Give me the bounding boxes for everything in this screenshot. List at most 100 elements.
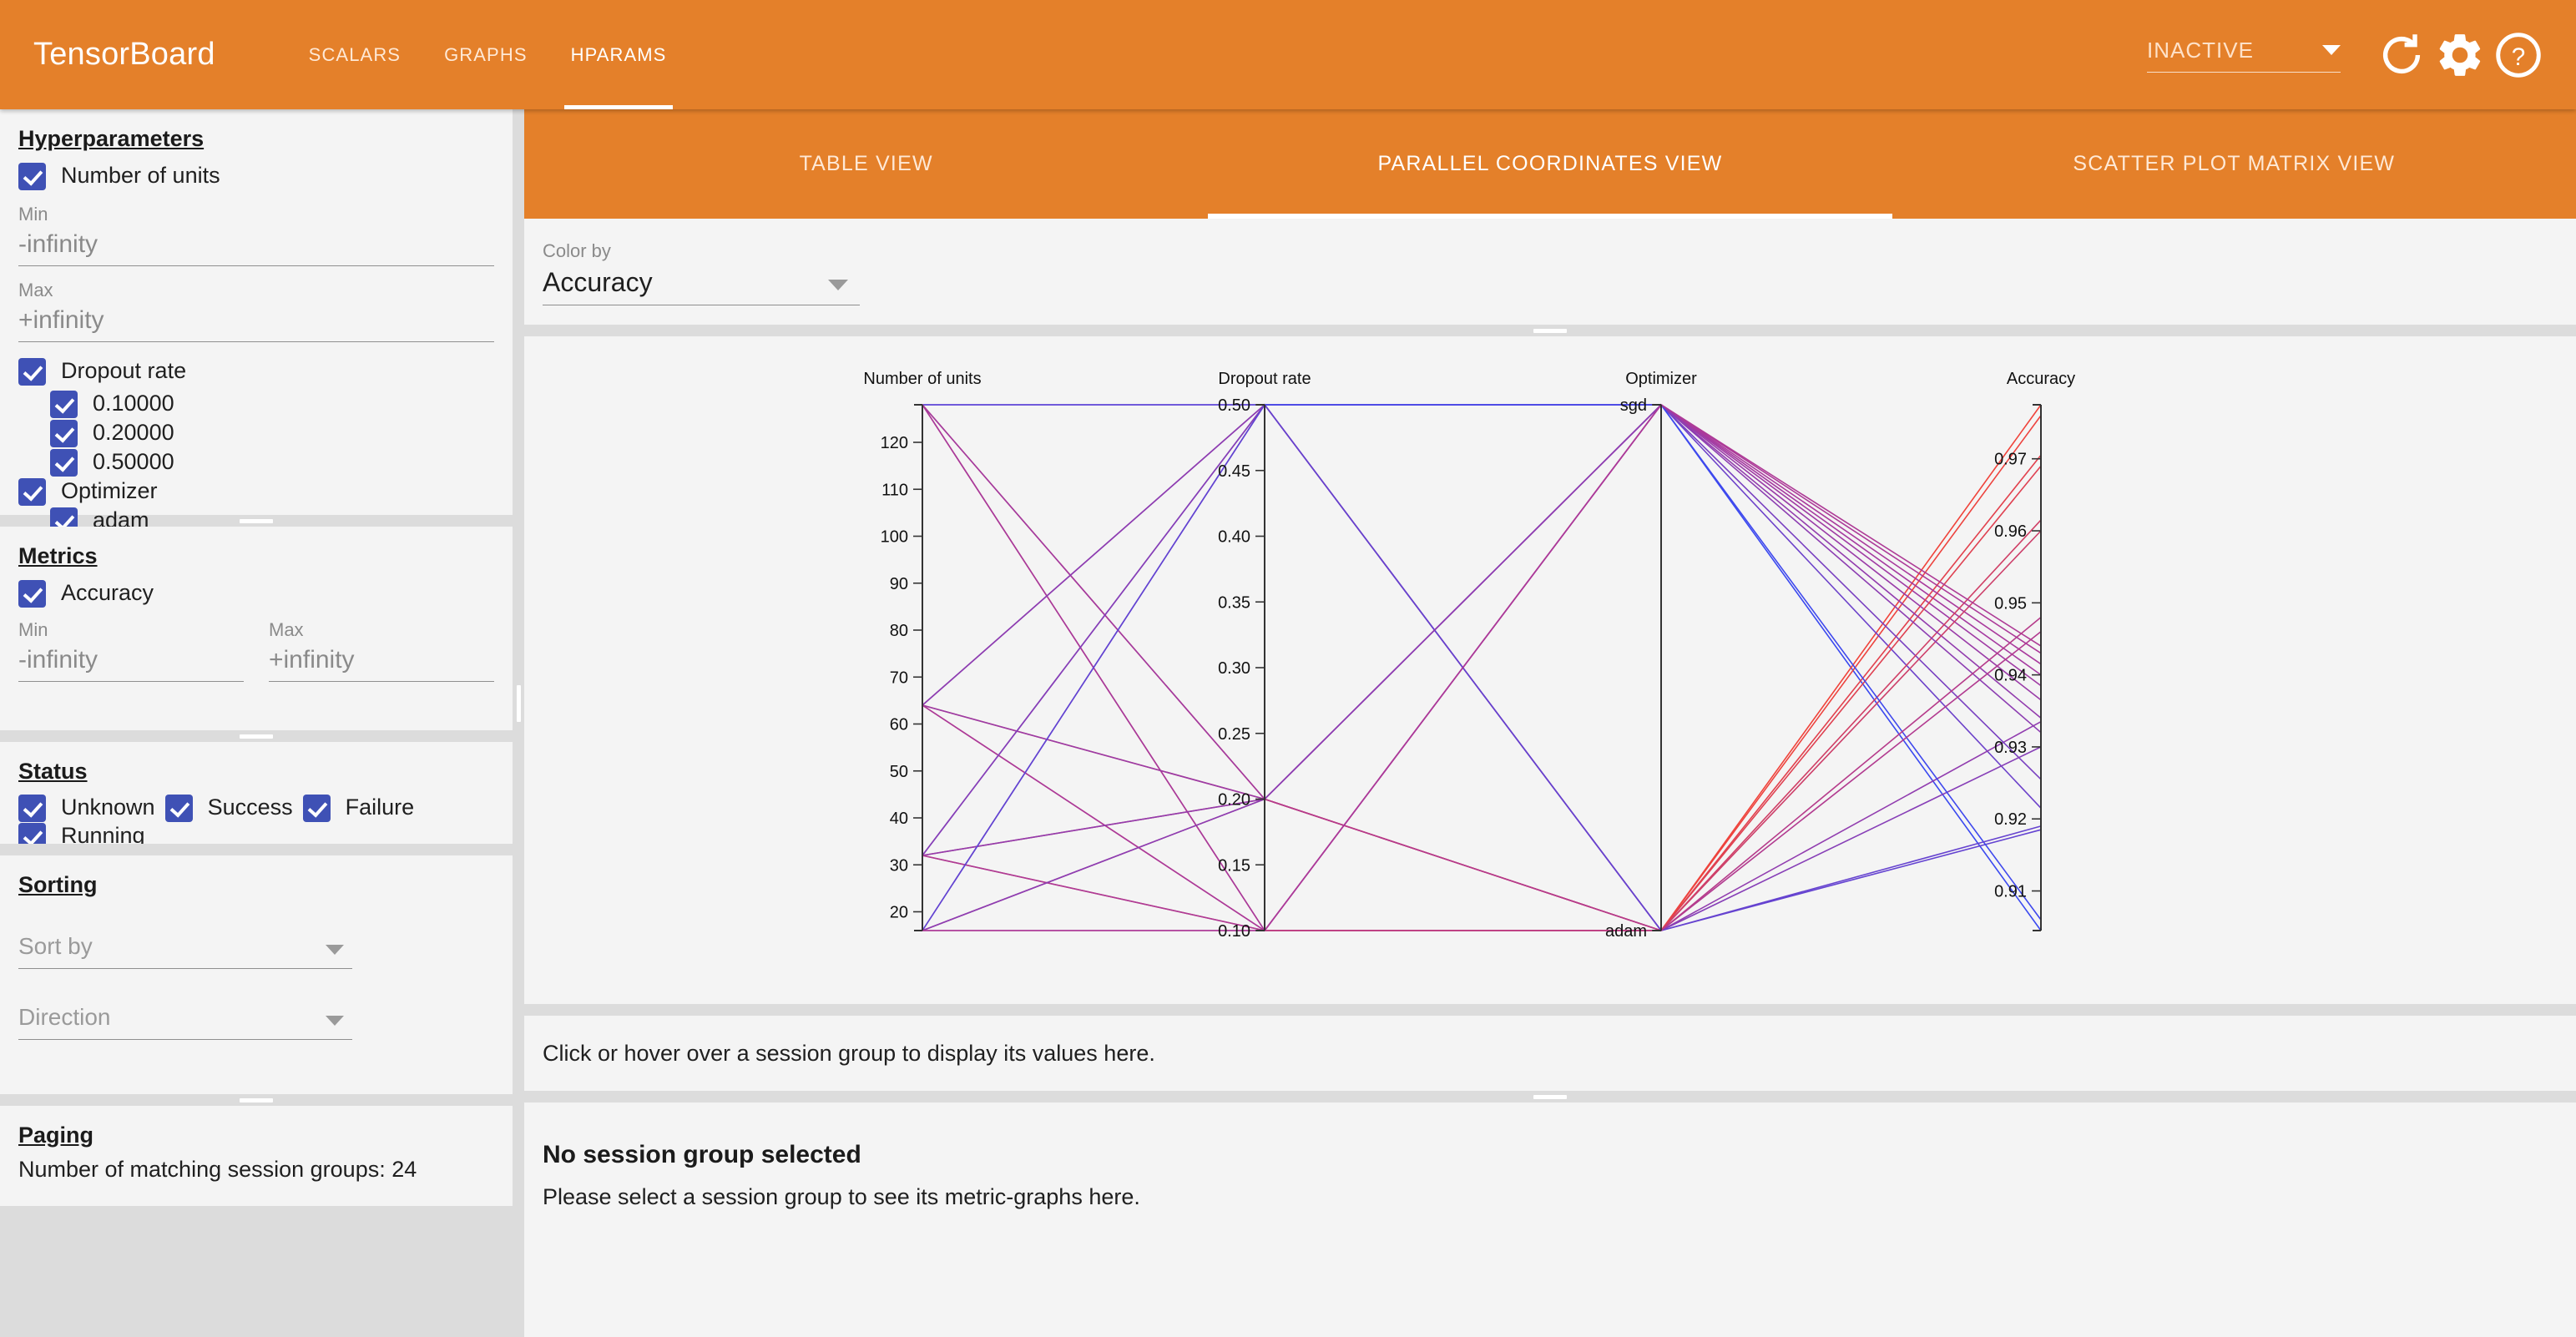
tab-parallel-coordinates-view[interactable]: PARALLEL COORDINATES VIEW bbox=[1208, 109, 1892, 219]
pcp-line bbox=[922, 403, 2042, 800]
status-item-unknown[interactable]: Unknown bbox=[18, 792, 155, 822]
parallel-coordinates-chart[interactable]: Number of units 20 30 40 50 60 70 80 90 100 110 120… bbox=[524, 336, 2576, 1004]
gear-icon[interactable] bbox=[2434, 29, 2486, 81]
svg-text:0.35: 0.35 bbox=[1218, 593, 1250, 612]
status-item-failure[interactable]: Failure bbox=[302, 792, 415, 822]
checkbox-status-success[interactable] bbox=[164, 795, 193, 822]
pcp-line bbox=[922, 403, 2042, 932]
svg-text:100: 100 bbox=[881, 528, 908, 547]
nav-tab-hparams[interactable]: HPARAMS bbox=[549, 0, 689, 109]
nav-tab-graphs[interactable]: GRAPHS bbox=[444, 44, 528, 65]
units-max-input[interactable] bbox=[18, 306, 494, 342]
left-sidebar: Hyperparameters Number of units Min Max … bbox=[0, 109, 513, 1337]
pcp-axis: Optimizer adam sgd bbox=[1605, 370, 1697, 941]
metric-accuracy-row[interactable]: Accuracy bbox=[18, 578, 494, 608]
pcp-line bbox=[922, 404, 2042, 809]
accuracy-min-input[interactable] bbox=[18, 646, 244, 682]
reload-mode-select[interactable]: INACTIVE bbox=[2147, 38, 2341, 73]
status-item-label: Failure bbox=[345, 795, 415, 820]
checkbox-number-of-units[interactable] bbox=[18, 163, 46, 190]
checkbox-dropout-rate[interactable] bbox=[18, 358, 46, 386]
checkbox-accuracy[interactable] bbox=[18, 580, 46, 608]
pcp-line bbox=[922, 403, 2042, 932]
svg-text:0.91: 0.91 bbox=[1994, 883, 2027, 901]
sort-by-select[interactable]: Sort by bbox=[18, 933, 352, 969]
tab-scatter-plot-matrix-view[interactable]: SCATTER PLOT MATRIX VIEW bbox=[2073, 152, 2396, 175]
svg-text:0.93: 0.93 bbox=[1994, 739, 2027, 757]
accuracy-max-label: Max bbox=[269, 619, 304, 640]
help-icon[interactable]: ? bbox=[2493, 29, 2544, 81]
accuracy-min-field: Min bbox=[18, 619, 244, 682]
session-group-title: No session group selected bbox=[543, 1141, 861, 1168]
refresh-icon[interactable] bbox=[2376, 29, 2427, 81]
units-min-input[interactable] bbox=[18, 230, 494, 266]
svg-text:0.95: 0.95 bbox=[1994, 594, 2027, 613]
svg-text:0.45: 0.45 bbox=[1218, 462, 1250, 481]
pcp-axis: Accuracy 0.91 0.92 0.93 0.94 0.95 0.96 0.97 bbox=[1994, 370, 2075, 931]
accuracy-max-input[interactable] bbox=[269, 646, 494, 682]
checkbox-dropout-0-2[interactable] bbox=[50, 420, 78, 447]
toolbar-right-actions: INACTIVE ? bbox=[2147, 29, 2544, 81]
units-min-field: Min bbox=[18, 204, 494, 266]
top-toolbar: TensorBoard SCALARS GRAPHS HPARAMS INACT… bbox=[0, 0, 2576, 109]
svg-text:0.15: 0.15 bbox=[1218, 856, 1250, 875]
pcp-line bbox=[922, 403, 2042, 931]
svg-text:30: 30 bbox=[890, 856, 908, 875]
svg-text:50: 50 bbox=[890, 763, 908, 781]
hparam-number-of-units-row[interactable]: Number of units bbox=[18, 160, 494, 190]
units-max-field: Max bbox=[18, 280, 494, 342]
svg-text:0.25: 0.25 bbox=[1218, 725, 1250, 744]
dropout-value-label: 0.50000 bbox=[93, 449, 174, 474]
color-by-value: Accuracy bbox=[543, 262, 860, 305]
hparam-optimizer-label: Optimizer bbox=[61, 478, 158, 503]
chevron-down-icon bbox=[326, 945, 344, 955]
app-brand: TensorBoard bbox=[33, 37, 215, 72]
pcp-line bbox=[922, 404, 2042, 931]
hparam-dropout-rate-label: Dropout rate bbox=[61, 358, 187, 383]
checkbox-status-running[interactable] bbox=[18, 823, 46, 844]
checkbox-dropout-0-5[interactable] bbox=[50, 449, 78, 477]
checkbox-status-unknown[interactable] bbox=[18, 795, 46, 822]
hparam-number-of-units-label: Number of units bbox=[61, 163, 220, 188]
svg-text:?: ? bbox=[2512, 43, 2526, 70]
color-by-label: Color by bbox=[543, 240, 611, 261]
checkbox-optimizer[interactable] bbox=[18, 478, 46, 506]
svg-text:adam: adam bbox=[1605, 922, 1647, 941]
sorting-title: Sorting bbox=[18, 872, 98, 897]
svg-text:0.94: 0.94 bbox=[1994, 667, 2027, 685]
nav-tabs: SCALARS GRAPHS HPARAMS bbox=[287, 0, 689, 109]
hparam-dropout-rate-row[interactable]: Dropout rate bbox=[18, 356, 494, 386]
svg-text:sgd: sgd bbox=[1620, 396, 1647, 415]
sidebar-resize-handle[interactable] bbox=[513, 109, 524, 1337]
svg-text:110: 110 bbox=[881, 481, 908, 499]
color-by-panel: Color by Accuracy bbox=[524, 219, 2576, 333]
svg-text:0.40: 0.40 bbox=[1218, 528, 1250, 547]
pcp-lines bbox=[922, 403, 2042, 932]
status-item-success[interactable]: Success bbox=[164, 792, 293, 822]
nav-tab-scalars[interactable]: SCALARS bbox=[308, 44, 402, 65]
parallel-coordinates-svg[interactable]: Number of units 20 30 40 50 60 70 80 90 100 110 120… bbox=[524, 336, 2576, 1004]
dropout-value-row[interactable]: 0.50000 bbox=[50, 447, 494, 477]
pcp-axis: Number of units 20 30 40 50 60 70 80 90 100 110 120 bbox=[863, 370, 982, 931]
pcp-line bbox=[922, 403, 2042, 800]
pcp-line bbox=[922, 403, 2042, 931]
direction-select[interactable]: Direction bbox=[18, 1004, 352, 1040]
hparam-optimizer-row[interactable]: Optimizer bbox=[18, 476, 494, 506]
pcp-line bbox=[922, 403, 2042, 931]
dropout-value-row[interactable]: 0.10000 bbox=[50, 388, 494, 418]
status-item-running[interactable]: Running bbox=[18, 820, 145, 844]
session-group-subtitle: Please select a session group to see its… bbox=[543, 1184, 1140, 1209]
color-by-field[interactable]: Color by Accuracy bbox=[543, 240, 860, 305]
svg-text:0.92: 0.92 bbox=[1994, 810, 2027, 829]
pcp-line bbox=[922, 403, 2042, 932]
tab-table-view[interactable]: TABLE VIEW bbox=[799, 152, 933, 175]
session-values-hint: Click or hover over a session group to d… bbox=[543, 1040, 1155, 1066]
checkbox-status-failure[interactable] bbox=[302, 795, 331, 822]
dropout-value-row[interactable]: 0.20000 bbox=[50, 417, 494, 447]
svg-text:120: 120 bbox=[881, 434, 908, 452]
checkbox-dropout-0-1[interactable] bbox=[50, 391, 78, 418]
svg-text:Number of units: Number of units bbox=[863, 370, 981, 388]
svg-text:40: 40 bbox=[890, 810, 908, 828]
direction-value: Direction bbox=[18, 1004, 352, 1040]
chevron-down-icon bbox=[326, 1016, 344, 1026]
